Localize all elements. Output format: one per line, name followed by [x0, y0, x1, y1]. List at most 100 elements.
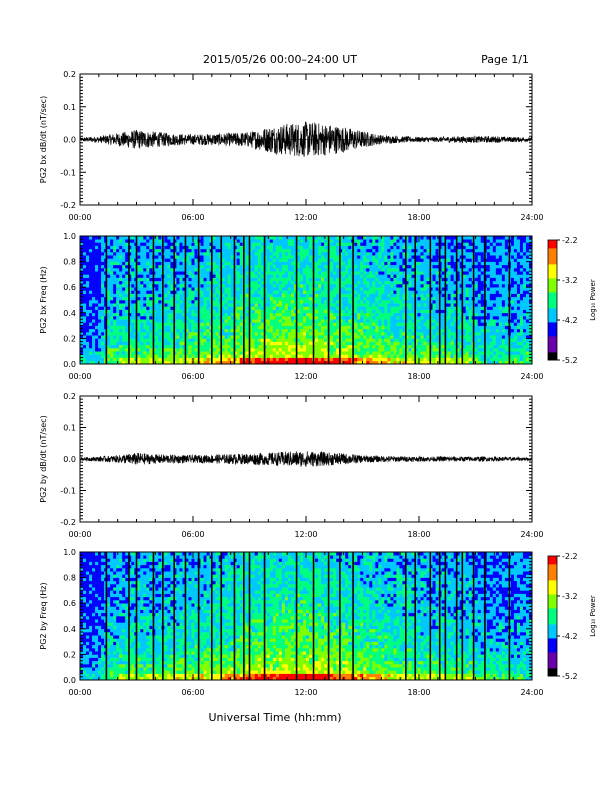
- heatmap-cell: [221, 271, 225, 275]
- heatmap-cell: [387, 264, 391, 269]
- heatmap-cell: [369, 255, 373, 259]
- heatmap-cell: [119, 248, 123, 253]
- heatmap-cell: [423, 242, 427, 246]
- heatmap-cell: [306, 287, 310, 291]
- heatmap-cell: [200, 274, 204, 278]
- heatmap-cell: [441, 306, 445, 310]
- heatmap-cell: [179, 357, 183, 362]
- heatmap-cell: [173, 300, 177, 304]
- heatmap-cell: [158, 255, 162, 259]
- heatmap-cell: [98, 293, 102, 298]
- heatmap-cell: [275, 351, 280, 355]
- heatmap-cell: [251, 274, 256, 278]
- heatmap-cell: [423, 357, 427, 362]
- heatmap-cell: [101, 280, 105, 285]
- heatmap-cell: [263, 261, 268, 266]
- heatmap-cell: [188, 312, 192, 317]
- heatmap-cell: [315, 354, 319, 358]
- heatmap-cell: [429, 325, 433, 330]
- heatmap-cell: [257, 306, 262, 310]
- heatmap-cell: [266, 303, 271, 307]
- heatmap-cell: [293, 341, 298, 346]
- heatmap-cell: [218, 309, 222, 314]
- heatmap-cell: [260, 335, 265, 339]
- heatmap-cell: [194, 300, 198, 304]
- heatmap-cell: [251, 338, 256, 342]
- heatmap-cell: [122, 255, 126, 259]
- heatmap-cell: [92, 236, 96, 240]
- heatmap-cell: [336, 296, 340, 301]
- heatmap-cell: [170, 248, 174, 253]
- heatmap-cell: [95, 338, 99, 342]
- heatmap-cell: [167, 328, 171, 333]
- heatmap-cell: [95, 348, 99, 352]
- heatmap-cell: [98, 325, 102, 330]
- heatmap-cell: [287, 312, 292, 317]
- heatmap-cell: [266, 319, 271, 323]
- heatmap-cell: [357, 261, 361, 266]
- heatmap-cell: [170, 335, 174, 339]
- heatmap-cell: [384, 300, 388, 304]
- heatmap-cell: [405, 338, 409, 342]
- heatmap-cell: [206, 357, 210, 362]
- heatmap-cell: [402, 277, 406, 282]
- heatmap-cell: [269, 319, 274, 323]
- heatmap-cell: [80, 309, 84, 314]
- heatmap-cell: [354, 325, 358, 330]
- heatmap-cell: [254, 306, 259, 310]
- heatmap-cell: [122, 335, 126, 339]
- heatmap-cell: [420, 312, 424, 317]
- heatmap-cell: [263, 287, 268, 291]
- heatmap-cell: [188, 341, 192, 346]
- heatmap-cell: [429, 319, 433, 323]
- heatmap-cell: [116, 306, 120, 310]
- heatmap-cell: [441, 255, 445, 259]
- heatmap-cell: [173, 322, 177, 326]
- heatmap-cell: [435, 332, 439, 336]
- heatmap-cell: [293, 354, 298, 358]
- heatmap-cell: [83, 252, 87, 256]
- heatmap-cell: [149, 239, 153, 243]
- heatmap-cell: [257, 348, 262, 352]
- heatmap-cell: [140, 258, 144, 262]
- heatmap-cell: [86, 328, 90, 333]
- heatmap-cell: [116, 252, 120, 256]
- heatmap-cell: [372, 271, 376, 275]
- heatmap-cell: [396, 300, 400, 304]
- heatmap-cell: [414, 252, 418, 256]
- heatmap-cell: [315, 277, 319, 282]
- heatmap-cell: [116, 280, 120, 285]
- heatmap-cell: [92, 261, 96, 266]
- heatmap-cell: [339, 290, 343, 294]
- heatmap-cell: [384, 236, 388, 240]
- heatmap-cell: [354, 296, 358, 301]
- heatmap-cell: [375, 306, 379, 310]
- heatmap-cell: [230, 319, 234, 323]
- heatmap-cell: [113, 328, 117, 333]
- heatmap-cell: [348, 316, 352, 320]
- heatmap-cell: [375, 274, 379, 278]
- heatmap-cell: [224, 351, 228, 355]
- heatmap-cell: [290, 309, 295, 314]
- heatmap-cell: [119, 341, 123, 346]
- heatmap-cell: [200, 236, 204, 240]
- heatmap-cell: [170, 338, 174, 342]
- heatmap-cell: [321, 277, 325, 282]
- heatmap-cell: [318, 296, 322, 301]
- heatmap-cell: [107, 344, 111, 349]
- heatmap-cell: [191, 335, 195, 339]
- heatmap-cell: [218, 245, 222, 250]
- heatmap-cell: [296, 309, 301, 314]
- heatmap-cell: [212, 296, 216, 301]
- heatmap-cell: [299, 312, 304, 317]
- heatmap-cell: [417, 354, 421, 358]
- heatmap-cell: [372, 239, 376, 243]
- heatmap-cell: [176, 328, 180, 333]
- heatmap-cell: [306, 344, 310, 349]
- heatmap-cell: [80, 284, 84, 288]
- heatmap-cell: [110, 335, 114, 339]
- heatmap-cell: [179, 351, 183, 355]
- heatmap-cell: [164, 354, 168, 358]
- heatmap-cell: [393, 306, 397, 310]
- heatmap-cell: [272, 328, 277, 333]
